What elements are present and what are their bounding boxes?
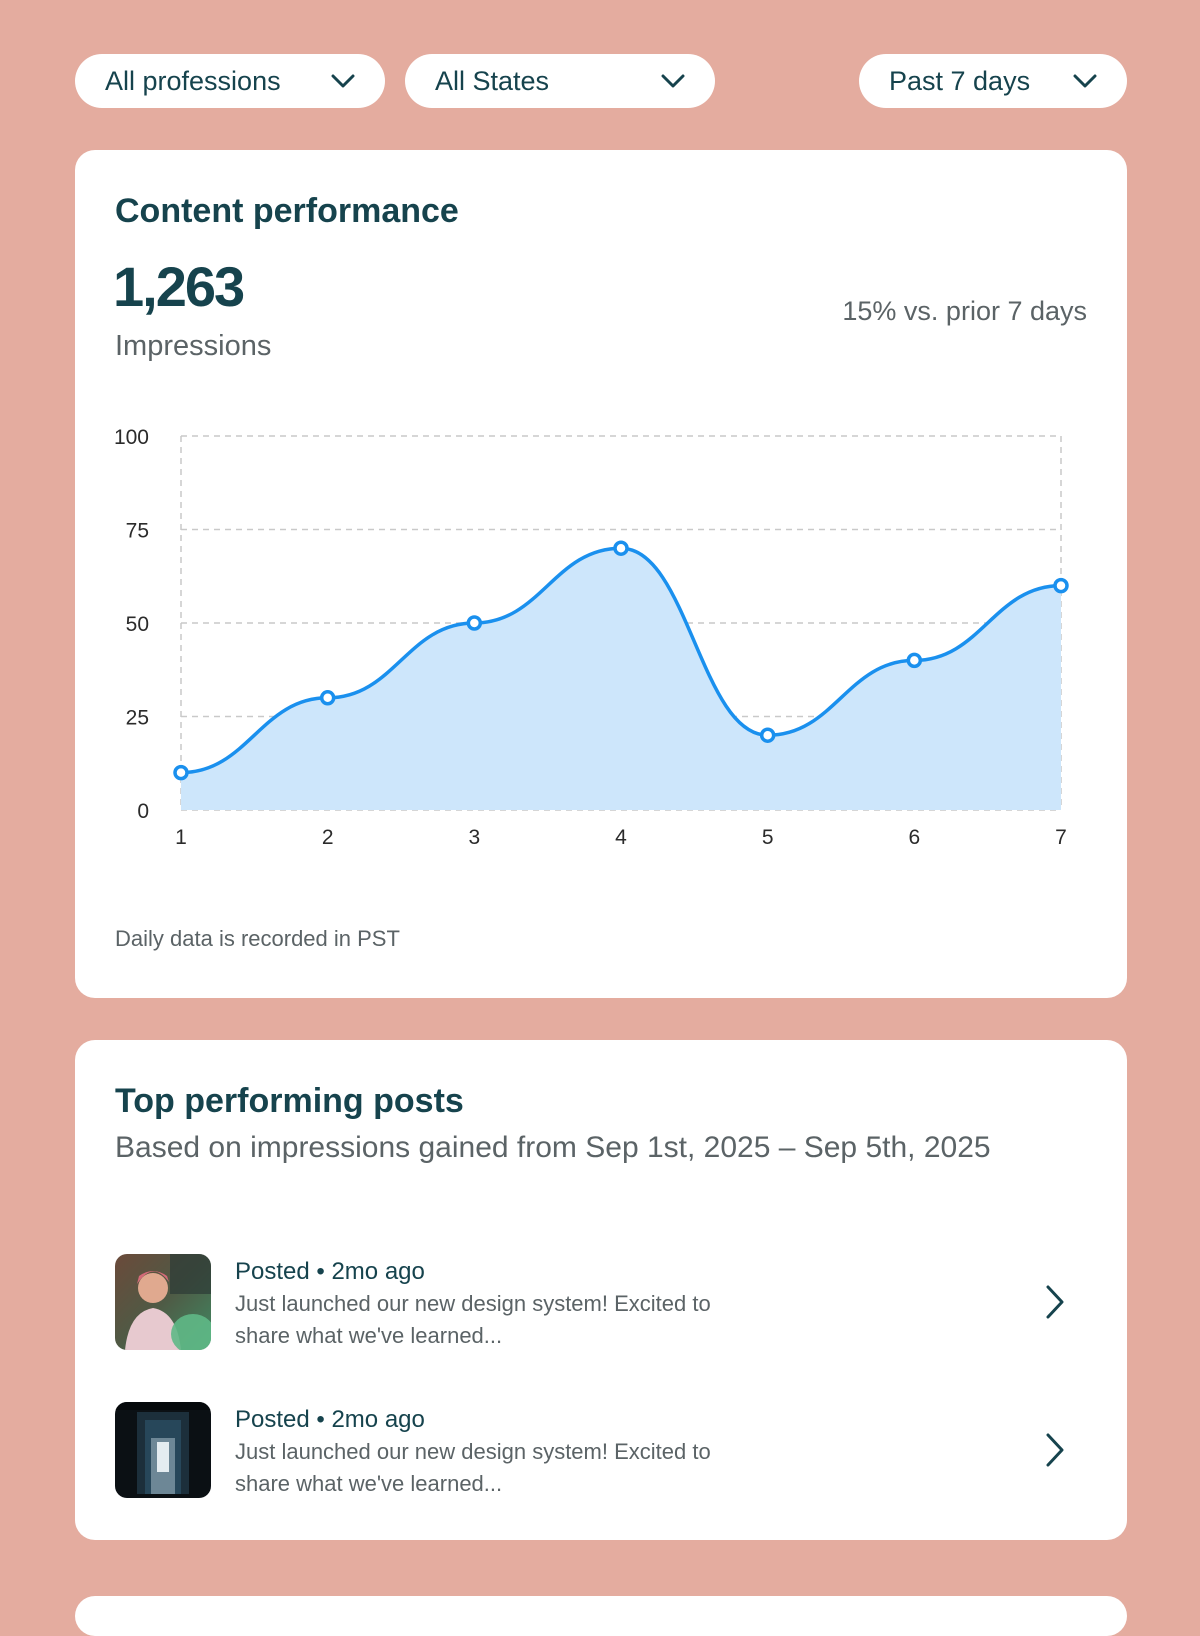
y-tick-label: 75 — [126, 520, 149, 543]
top-posts-title: Top performing posts — [115, 1082, 464, 1120]
impressions-area-chart: 0 25 50 75 100 1 2 3 4 5 6 7 — [114, 426, 1069, 849]
chevron-down-icon — [661, 74, 685, 88]
area-fill — [181, 548, 1061, 810]
post-excerpt: Just launched our new design system! Exc… — [235, 1291, 711, 1348]
chevron-right-icon — [1046, 1433, 1064, 1467]
post-excerpt: Just launched our new design system! Exc… — [235, 1439, 711, 1496]
state-filter-dropdown[interactable]: All States — [405, 54, 715, 108]
x-tick-label: 2 — [322, 826, 334, 849]
impressions-change: 15% vs. prior 7 days — [842, 296, 1087, 326]
post-thumbnail — [115, 1402, 211, 1498]
data-point[interactable] — [759, 727, 776, 743]
x-tick-label: 3 — [468, 826, 480, 849]
post-meta: Posted • 2mo ago — [235, 1258, 425, 1285]
top-posts-card: Top performing posts Based on impression… — [75, 1040, 1127, 1540]
profession-filter-dropdown[interactable]: All professions — [75, 54, 385, 108]
chevron-down-icon — [331, 74, 355, 88]
y-tick-label: 25 — [126, 707, 149, 730]
post-item[interactable]: Posted • 2mo ago Just launched our new d… — [115, 1254, 1087, 1350]
impressions-label: Impressions — [115, 330, 272, 362]
x-tick-label: 1 — [175, 826, 187, 849]
profession-filter-label: All professions — [105, 65, 281, 96]
state-filter-label: All States — [435, 65, 550, 96]
chevron-down-icon — [1073, 74, 1097, 88]
data-point[interactable] — [173, 764, 189, 781]
data-point[interactable] — [1053, 577, 1069, 594]
post-item[interactable]: Posted • 2mo ago Just launched our new d… — [115, 1402, 1087, 1498]
data-point[interactable] — [319, 690, 336, 706]
next-card — [75, 1596, 1127, 1636]
y-tick-label: 0 — [137, 800, 149, 823]
data-timezone-footnote: Daily data is recorded in PST — [115, 926, 400, 951]
y-tick-label: 50 — [126, 613, 149, 636]
date-range-filter-label: Past 7 days — [889, 65, 1031, 96]
post-meta: Posted • 2mo ago — [235, 1406, 425, 1433]
x-tick-label: 4 — [615, 826, 627, 849]
impressions-value: 1,263 — [113, 255, 245, 318]
x-tick-label: 7 — [1055, 826, 1067, 849]
post-thumbnail — [115, 1254, 211, 1350]
x-tick-label: 6 — [908, 826, 920, 849]
content-performance-title: Content performance — [115, 192, 459, 230]
content-performance-card: Content performance 1,263 Impressions 15… — [75, 150, 1127, 998]
date-range-filter-dropdown[interactable]: Past 7 days — [859, 54, 1127, 108]
y-tick-label: 100 — [114, 426, 149, 449]
data-point[interactable] — [466, 615, 483, 631]
x-tick-label: 5 — [762, 826, 774, 849]
top-posts-subtitle: Based on impressions gained from Sep 1st… — [115, 1131, 991, 1164]
data-point[interactable] — [613, 540, 629, 556]
chevron-right-icon — [1046, 1285, 1064, 1319]
data-point[interactable] — [906, 652, 923, 669]
